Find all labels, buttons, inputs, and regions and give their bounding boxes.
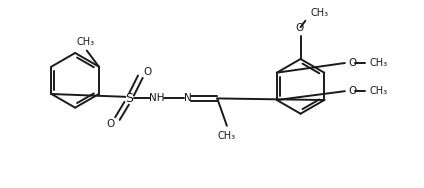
- Text: CH₃: CH₃: [370, 58, 388, 68]
- Text: CH₃: CH₃: [218, 131, 236, 141]
- Text: N: N: [184, 93, 192, 103]
- Text: CH₃: CH₃: [76, 36, 94, 46]
- Text: CH₃: CH₃: [370, 86, 388, 96]
- Text: O: O: [106, 119, 114, 129]
- Text: O: O: [143, 67, 151, 77]
- Text: NH: NH: [149, 93, 165, 103]
- Text: O: O: [348, 86, 356, 96]
- Text: O: O: [348, 58, 356, 68]
- Text: S: S: [125, 92, 133, 105]
- Text: O: O: [296, 23, 304, 33]
- Text: CH₃: CH₃: [310, 8, 328, 17]
